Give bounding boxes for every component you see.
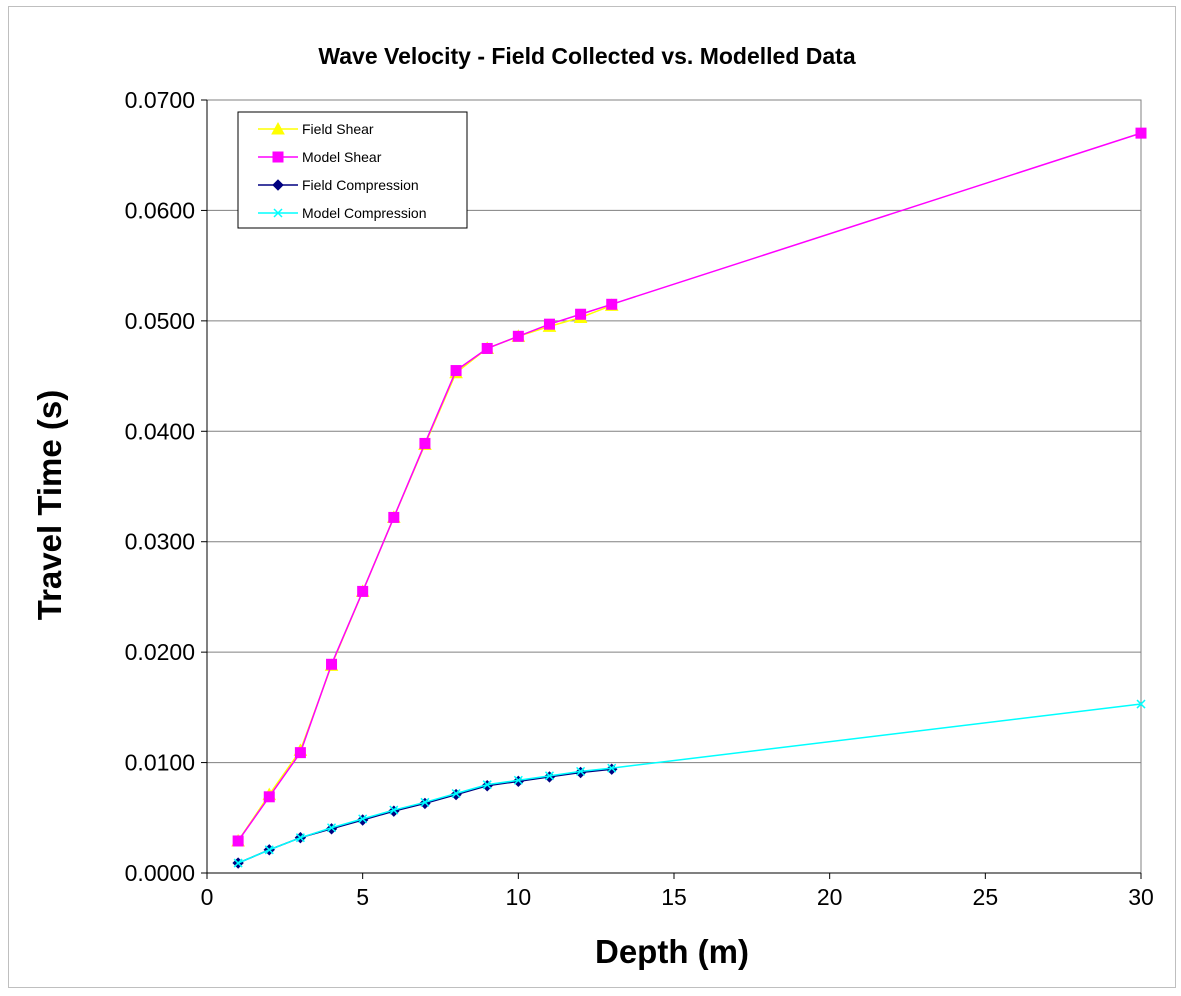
data-point-model-compression [482,780,492,790]
data-point-model-shear [481,342,493,354]
data-point-model-shear [388,511,400,523]
data-point-model-compression [295,833,305,843]
data-point-model-compression [451,788,461,799]
y-tick-label: 0.0600 [125,197,195,223]
data-point-model-compression [233,858,243,868]
data-point-model-compression [544,771,554,781]
legend-item-model-shear: Model Shear [258,149,382,165]
legend-item-field-compression: Field Compression [258,177,419,193]
data-point-model-shear [450,365,462,377]
data-point-model-shear [294,747,306,759]
line-chart: Wave Velocity - Field Collected vs. Mode… [31,43,1154,970]
data-point-model-compression [389,805,399,815]
series-line-model-shear [237,132,1142,842]
series-line-field-compression [237,768,612,864]
legend-marker [273,208,283,218]
legend-marker [272,151,284,163]
y-tick-label: 0.0200 [125,639,195,665]
data-point-model-shear [326,658,338,670]
legend-item-model-compression: Model Compression [258,205,427,221]
x-tick-label: 5 [356,884,369,910]
y-tick-label: 0.0700 [125,87,195,113]
y-tick-label: 0.0400 [125,418,195,444]
data-point-model-shear [263,791,275,803]
series-model-shear [232,127,1147,847]
series-field-compression [232,763,618,869]
legend-label: Field Compression [302,177,419,193]
data-point-model-shear [357,585,369,597]
data-point-model-shear [232,835,244,847]
x-tick-label: 30 [1128,884,1154,910]
legend-item-field-shear: Field Shear [258,121,374,137]
legend-label: Field Shear [302,121,374,137]
legend: Field Shear Model Shear Field Compression M… [237,111,468,229]
x-tick-label: 25 [973,884,999,910]
data-point-model-compression [420,797,430,807]
y-tick-label: 0.0500 [125,308,195,334]
data-point-model-compression [264,845,274,855]
data-point-model-compression [513,775,523,785]
legend-label: Model Shear [302,149,382,165]
y-tick-label: 0.0300 [125,529,195,555]
data-point-model-shear [543,318,555,330]
data-point-model-shear [606,298,618,310]
data-point-model-shear [512,330,524,342]
data-point-model-compression [576,766,586,776]
series-model-compression [233,699,1146,868]
x-axis-title: Depth (m) [595,933,749,970]
legend-label: Model Compression [302,205,427,221]
data-point-model-shear [575,308,587,320]
chart-title: Wave Velocity - Field Collected vs. Mode… [318,43,855,69]
data-point-model-compression [1136,699,1146,709]
data-point-model-compression [607,763,617,773]
y-axis-title: Travel Time (s) [31,390,68,621]
x-tick-label: 15 [661,884,687,910]
series-field-shear [231,298,619,847]
x-tick-label: 0 [201,884,214,910]
series-line-model-compression [237,703,1142,864]
data-point-model-compression [327,823,337,833]
data-point-model-shear [419,437,431,449]
y-tick-label: 0.0100 [125,750,195,776]
legend-marker [271,121,285,135]
data-point-model-shear [1135,127,1147,139]
x-tick-label: 10 [506,884,532,910]
x-tick-label: 20 [817,884,843,910]
data-point-model-compression [358,814,368,824]
chart-frame: Wave Velocity - Field Collected vs. Mode… [8,6,1176,988]
legend-marker [272,179,284,191]
y-tick-label: 0.0000 [125,860,195,886]
